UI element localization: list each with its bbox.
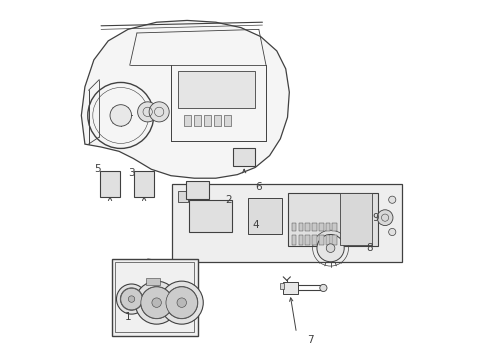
Bar bbox=[178, 191, 188, 202]
Text: 2: 2 bbox=[224, 195, 231, 205]
Bar bbox=[318, 223, 323, 231]
Circle shape bbox=[128, 296, 135, 302]
Circle shape bbox=[141, 287, 172, 319]
Circle shape bbox=[116, 284, 146, 314]
Circle shape bbox=[140, 287, 172, 319]
Circle shape bbox=[316, 234, 344, 262]
Circle shape bbox=[165, 287, 198, 319]
Bar bbox=[247, 198, 282, 234]
Bar bbox=[298, 223, 303, 231]
Bar bbox=[311, 234, 316, 244]
Bar bbox=[183, 116, 190, 126]
Bar bbox=[311, 223, 316, 231]
Bar bbox=[287, 193, 377, 246]
Text: 6: 6 bbox=[255, 182, 262, 192]
Bar bbox=[339, 193, 371, 245]
Circle shape bbox=[152, 298, 161, 307]
Bar bbox=[112, 259, 198, 336]
Text: 1: 1 bbox=[124, 312, 131, 322]
Bar bbox=[213, 116, 221, 126]
Circle shape bbox=[110, 105, 131, 126]
Text: 9: 9 bbox=[371, 213, 378, 222]
Bar bbox=[115, 262, 194, 332]
Bar bbox=[178, 71, 255, 108]
Bar bbox=[193, 116, 201, 126]
Bar bbox=[298, 234, 303, 244]
Circle shape bbox=[160, 281, 203, 324]
Bar bbox=[325, 223, 329, 231]
Bar bbox=[305, 234, 309, 244]
FancyBboxPatch shape bbox=[282, 282, 298, 294]
Bar bbox=[291, 234, 296, 244]
FancyBboxPatch shape bbox=[186, 181, 208, 199]
Circle shape bbox=[121, 288, 142, 310]
Bar bbox=[318, 234, 323, 244]
Bar bbox=[332, 234, 336, 244]
FancyBboxPatch shape bbox=[100, 171, 120, 197]
Circle shape bbox=[319, 284, 326, 292]
Circle shape bbox=[135, 281, 178, 324]
Text: 3: 3 bbox=[128, 168, 135, 178]
Bar bbox=[203, 116, 210, 126]
Polygon shape bbox=[81, 21, 289, 178]
Circle shape bbox=[325, 244, 334, 252]
FancyBboxPatch shape bbox=[233, 148, 255, 166]
Circle shape bbox=[165, 287, 197, 319]
Text: 5: 5 bbox=[94, 164, 101, 174]
Text: 8: 8 bbox=[366, 243, 372, 253]
Bar bbox=[325, 234, 329, 244]
Bar bbox=[291, 223, 296, 231]
Bar bbox=[145, 278, 160, 285]
Circle shape bbox=[388, 228, 395, 235]
Bar bbox=[188, 200, 231, 232]
Circle shape bbox=[149, 102, 169, 122]
Bar bbox=[280, 283, 284, 289]
Circle shape bbox=[137, 102, 158, 122]
Circle shape bbox=[177, 298, 186, 307]
FancyBboxPatch shape bbox=[134, 171, 153, 197]
Text: 7: 7 bbox=[307, 334, 313, 345]
Circle shape bbox=[388, 196, 395, 203]
Circle shape bbox=[376, 210, 392, 226]
Text: 4: 4 bbox=[251, 220, 258, 230]
Bar bbox=[332, 223, 336, 231]
Polygon shape bbox=[172, 184, 402, 262]
Circle shape bbox=[120, 288, 142, 310]
Bar bbox=[223, 116, 230, 126]
Bar bbox=[305, 223, 309, 231]
